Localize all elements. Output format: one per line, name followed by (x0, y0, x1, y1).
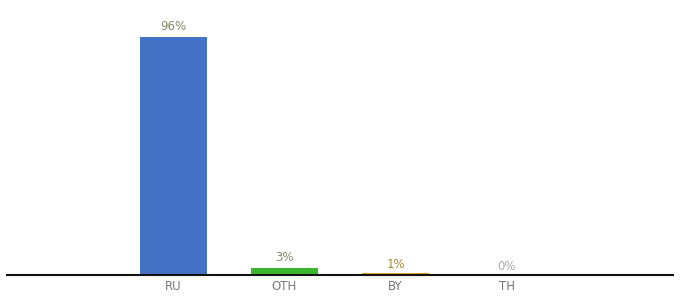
Text: 1%: 1% (386, 259, 405, 272)
Text: 0%: 0% (497, 260, 515, 274)
Bar (140, 37, 207, 275)
Bar (362, 273, 429, 275)
Bar (251, 268, 318, 275)
Text: 3%: 3% (275, 251, 294, 264)
Text: 96%: 96% (160, 20, 186, 33)
